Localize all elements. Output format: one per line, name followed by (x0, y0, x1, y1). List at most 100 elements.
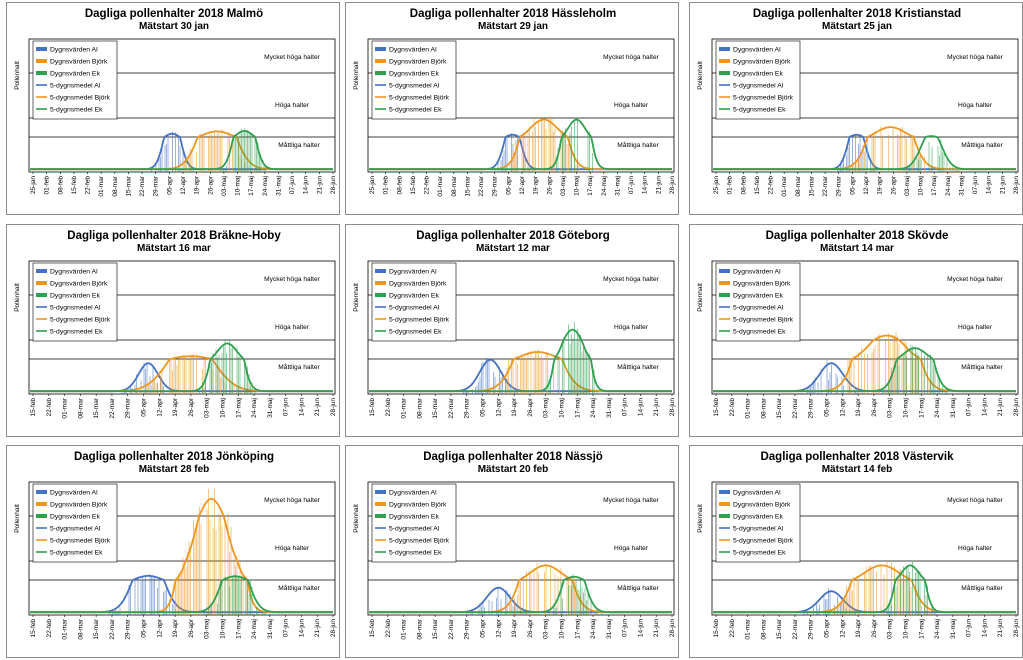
mean-line (713, 135, 1016, 171)
x-tick-label: 22-mar (792, 397, 799, 418)
x-tick-label: 12-apr (495, 618, 502, 638)
x-tick-label: 19-apr (194, 175, 201, 195)
x-tick-label: 19-apr (855, 618, 862, 638)
plot-area (367, 38, 675, 173)
mean-line (369, 328, 672, 393)
x-tick-label: 05-apr (166, 175, 173, 195)
x-tick-label: 08-mar (451, 175, 458, 196)
x-tick-label: 24-maj (262, 176, 269, 196)
x-tick-label: 28-jun (669, 176, 676, 194)
level-label: Höga halter (614, 324, 649, 331)
legend-entry: 5-dygnsmedel Ek (733, 107, 786, 114)
x-tick-label: 25-jan (369, 176, 376, 194)
x-tick-label: 01-mar (98, 175, 105, 196)
x-tick-label: 15-mar (776, 397, 783, 418)
y-axis-label: Pollenhalt (14, 504, 21, 533)
x-tick-label: 08-mar (112, 175, 119, 196)
level-label: Höga halter (614, 545, 649, 552)
x-tick-label: 08-mar (795, 175, 802, 196)
x-tick-label: 14-jun (303, 176, 310, 194)
level-label: Mycket höga halter (603, 276, 660, 283)
mean-line (369, 575, 672, 614)
plot-area (367, 481, 675, 616)
x-tick-label: 15-mar (93, 397, 100, 418)
x-tick-label: 25-jan (713, 176, 720, 194)
x-tick-label: 26-apr (871, 618, 878, 638)
level-label: Höga halter (958, 102, 993, 109)
x-tick-label: 15-mar (464, 175, 471, 196)
level-label: Höga halter (275, 102, 310, 109)
chart-svg: Dagliga pollenhalter 2018 NässjöMätstart… (353, 451, 676, 640)
mean-line (369, 118, 672, 171)
x-tick-label: 26-apr (871, 397, 878, 417)
chart-panel: Dagliga pollenhalter 2018 Hässleholm Mäts… (345, 2, 679, 215)
plot-area (711, 38, 1019, 173)
x-tick-label: 24-maj (945, 176, 952, 196)
x-tick-label: 24-maj (251, 398, 258, 418)
x-tick-label: 10-maj (558, 398, 565, 418)
x-tick-label: 29-mar (464, 397, 471, 418)
level-label: Måttliga halter (617, 584, 659, 592)
chart-svg: Dagliga pollenhalter 2018 JönköpingMätst… (14, 451, 337, 640)
x-tick-label: 21-jun (653, 619, 660, 637)
x-tick-label: 24-maj (590, 619, 597, 639)
mean-line (713, 564, 1016, 614)
x-tick-label: 15-feb (30, 398, 37, 417)
mean-line (30, 575, 333, 614)
chart-panel: Dagliga pollenhalter 2018 Kristianstad Mä… (689, 2, 1023, 215)
series-ek (369, 117, 672, 172)
x-tick-label: 22-feb (385, 619, 392, 638)
x-tick-label: 01-mar (437, 175, 444, 196)
legend-entry: Dygnsvärden Al (389, 269, 437, 276)
level-label: Mycket höga halter (947, 276, 1004, 283)
x-tick-label: 29-mar (125, 397, 132, 418)
x-tick-label: 14-jun (298, 398, 305, 416)
legend-entry: Dygnsvärden Ek (50, 71, 100, 78)
x-tick-label: 17-maj (587, 176, 594, 196)
x-tick-label: 28-jun (1013, 398, 1020, 416)
level-label: Måttliga halter (961, 363, 1003, 371)
legend-entry: Dygnsvärden Ek (389, 71, 439, 78)
legend-entry: 5-dygnsmedel Ek (50, 107, 103, 114)
legend-entry: Dygnsvärden Al (50, 490, 98, 497)
legend-entry: 5-dygnsmedel Al (733, 305, 784, 312)
x-tick-label: 01-mar (401, 618, 408, 639)
x-tick-label: 19-apr (877, 175, 884, 195)
x-tick-label: 21-jun (653, 398, 660, 416)
x-tick-label: 15-mar (125, 175, 132, 196)
x-tick-label: 14-jun (637, 398, 644, 416)
series-bjork (369, 349, 672, 394)
chart-svg: Dagliga pollenhalter 2018 VästervikMätst… (697, 451, 1020, 640)
x-tick-label: 19-apr (172, 397, 179, 417)
mean-line (30, 355, 333, 393)
x-tick-label: 22-feb (46, 398, 53, 417)
x-tick-label: 10-maj (219, 619, 226, 639)
x-tick-label: 10-maj (902, 619, 909, 639)
x-tick-label: 25-jan (30, 176, 37, 194)
x-tick-label: 12-apr (156, 618, 163, 638)
x-tick-label: 08-mar (416, 618, 423, 639)
mean-line (30, 129, 333, 171)
legend-entry: 5-dygnsmedel Ek (50, 550, 103, 557)
x-tick-label: 15-mar (432, 397, 439, 418)
mean-line (369, 133, 672, 171)
x-tick-label: 08-feb (396, 176, 403, 195)
series-ek (713, 344, 1016, 394)
x-tick-label: 31-maj (950, 619, 957, 639)
y-axis-label: Pollenhalt (697, 61, 704, 90)
x-tick-label: 21-jun (314, 398, 321, 416)
chart-panel: Dagliga pollenhalter 2018 Bräkne-Hoby Mät… (6, 224, 340, 437)
chart-panel: Dagliga pollenhalter 2018 Nässjö Mätstart… (345, 445, 679, 658)
x-tick-label: 22-mar (139, 175, 146, 196)
chart-panel: Dagliga pollenhalter 2018 Malmö Mätstart … (6, 2, 340, 215)
x-tick-label: 07-jun (622, 619, 629, 637)
x-tick-label: 22-feb (424, 176, 431, 195)
plot-area (28, 260, 336, 395)
x-tick-label: 31-maj (267, 619, 274, 639)
series-bjork (30, 354, 333, 394)
x-tick-label: 03-maj (560, 176, 567, 196)
x-tick-label: 15-mar (432, 618, 439, 639)
x-tick-label: 15-feb (30, 619, 37, 638)
level-label: Höga halter (958, 324, 993, 331)
